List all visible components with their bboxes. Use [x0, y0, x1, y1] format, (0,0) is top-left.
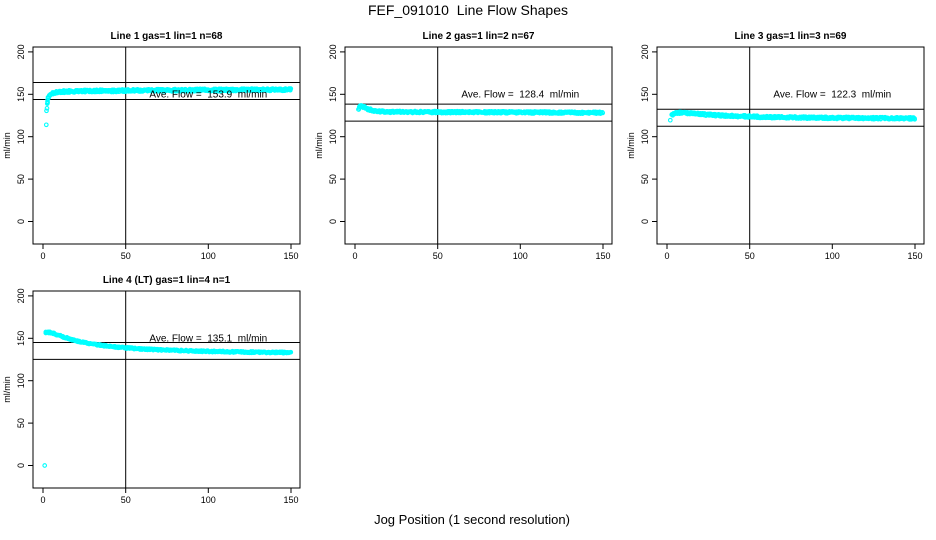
y-tick-label: 50	[16, 174, 26, 184]
x-tick-label: 150	[283, 251, 298, 261]
flow-panel-2: 0 50 100 150 0 50 100 150 200 ml/min Line 2 gas=1 …	[314, 31, 613, 261]
x-tick-label: 50	[433, 251, 443, 261]
y-tick-label: 100	[640, 129, 650, 144]
y-tick-label: 150	[640, 87, 650, 102]
y-tick-label: 150	[16, 331, 26, 346]
x-tick-label: 100	[825, 251, 840, 261]
ave-flow-label: Ave. Flow = 135.1 ml/min	[149, 333, 267, 344]
y-axis-title: ml/min	[314, 132, 324, 159]
panel-title: Line 3 gas=1 lin=3 n=69	[734, 31, 846, 42]
flow-points	[43, 86, 294, 128]
y-tick-label: 100	[328, 129, 338, 144]
plot-box	[656, 46, 925, 245]
y-tick-label: 0	[16, 219, 26, 224]
main-title: FEF_091010 Line Flow Shapes	[368, 2, 568, 18]
y-axis-title: ml/min	[2, 376, 12, 403]
x-tick-label: 150	[595, 251, 610, 261]
panel-title: Line 1 gas=1 lin=1 n=68	[110, 31, 222, 42]
y-tick-label: 100	[16, 129, 26, 144]
y-tick-label: 200	[640, 44, 650, 59]
x-tick-label: 150	[907, 251, 922, 261]
y-tick-label: 100	[16, 373, 26, 388]
flow-panel-1: 0 50 100 150 0 50 100 150 200 ml/min Line 1 gas=1 …	[2, 31, 301, 261]
ave-flow-label: Ave. Flow = 128.4 ml/min	[461, 89, 579, 100]
x-tick-label: 100	[201, 251, 216, 261]
plot-box	[32, 290, 301, 489]
y-tick-label: 0	[328, 219, 338, 224]
x-tick-label: 150	[283, 495, 298, 505]
y-tick-label: 200	[328, 44, 338, 59]
y-tick-label: 200	[16, 288, 26, 303]
flow-panel-3: 0 50 100 150 0 50 100 150 200 ml/min Line 3 gas=1 …	[626, 31, 925, 261]
x-axis-label: Jog Position (1 second resolution)	[374, 512, 570, 527]
flow-points	[667, 109, 918, 123]
y-tick-label: 50	[16, 418, 26, 428]
y-tick-label: 0	[16, 463, 26, 468]
ave-flow-label: Ave. Flow = 153.9 ml/min	[149, 89, 267, 100]
y-tick-label: 0	[640, 219, 650, 224]
x-tick-label: 0	[664, 251, 669, 261]
y-tick-label: 150	[328, 87, 338, 102]
x-tick-label: 100	[513, 251, 528, 261]
panel-title: Line 2 gas=1 lin=2 n=67	[422, 31, 534, 42]
x-tick-label: 0	[40, 251, 45, 261]
plot-box	[32, 46, 301, 245]
ave-flow-label: Ave. Flow = 122.3 ml/min	[773, 89, 891, 100]
y-tick-label: 50	[328, 174, 338, 184]
y-tick-label: 50	[640, 174, 650, 184]
x-tick-label: 100	[201, 495, 216, 505]
panel-title: Line 4 (LT) gas=1 lin=4 n=1	[103, 275, 231, 286]
x-tick-label: 0	[352, 251, 357, 261]
flow-points	[42, 329, 294, 468]
x-tick-label: 50	[745, 251, 755, 261]
y-axis-title: ml/min	[2, 132, 12, 159]
y-tick-label: 150	[16, 87, 26, 102]
flow-points	[356, 103, 606, 116]
y-tick-label: 200	[16, 44, 26, 59]
x-tick-label: 50	[121, 495, 131, 505]
y-axis-title: ml/min	[626, 132, 636, 159]
x-tick-label: 50	[121, 251, 131, 261]
plot-box	[344, 46, 613, 245]
x-tick-label: 0	[40, 495, 45, 505]
flow-panel-4: 0 50 100 150 0 50 100 150 200 ml/min Line 4 (LT) g…	[2, 275, 301, 505]
